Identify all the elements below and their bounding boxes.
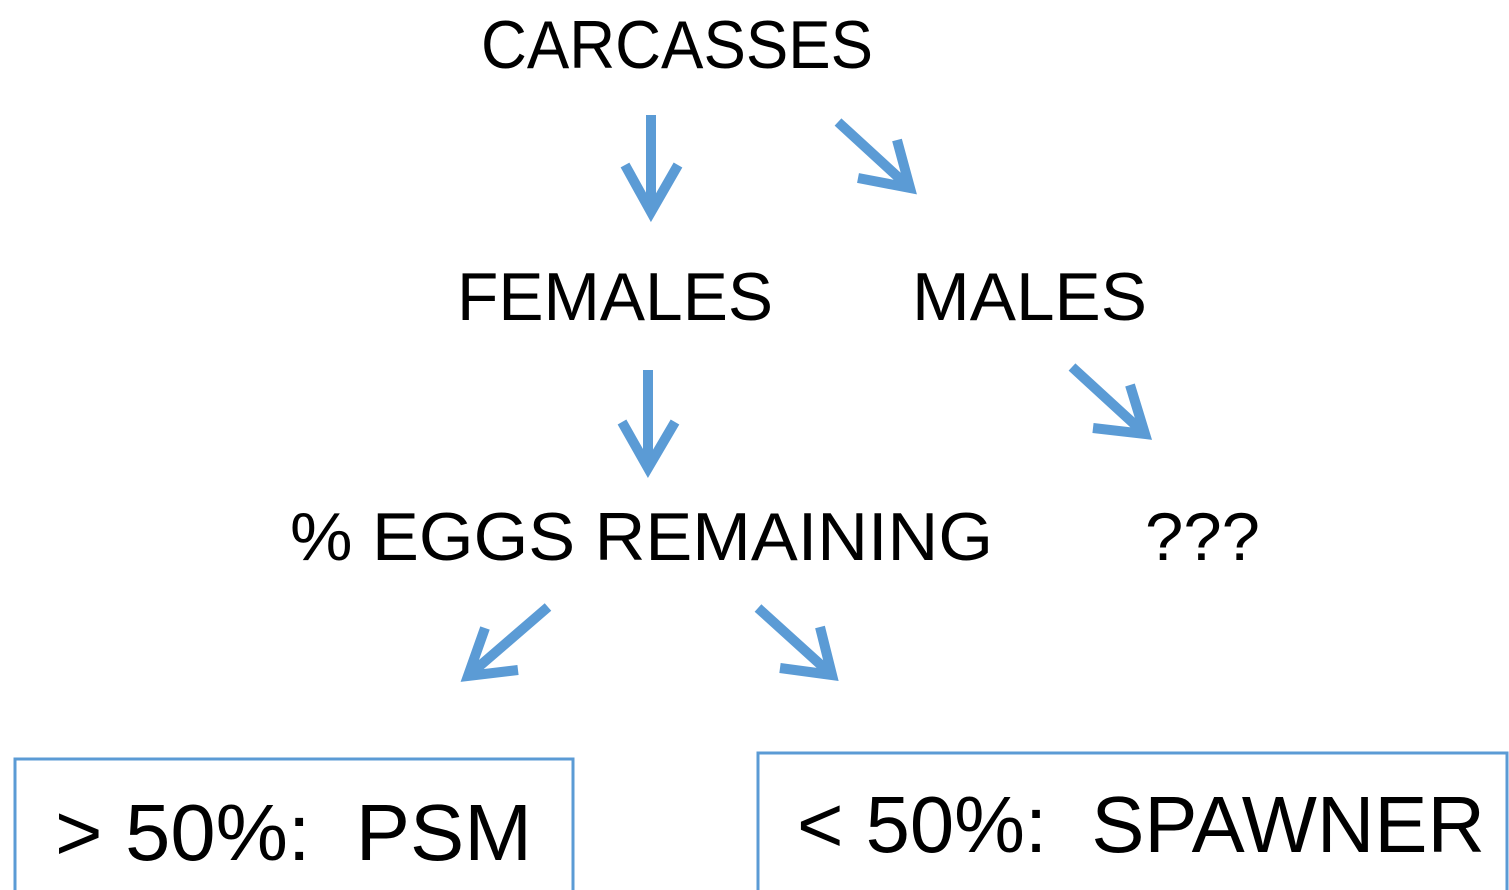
arrow [460, 603, 552, 682]
result-box [756, 751, 1509, 890]
node-label: ??? [1145, 499, 1260, 575]
arrow [620, 115, 683, 223]
node-label: FEMALES [457, 259, 773, 335]
result-box [13, 757, 575, 890]
node-label: % EGGS REMAINING [290, 499, 993, 575]
arrow [754, 604, 839, 681]
result-label: < 50%: SPAWNER [797, 780, 1485, 869]
arrow [617, 370, 680, 479]
result-label: > 50%: PSM [55, 788, 532, 877]
arrow [834, 118, 917, 195]
node-label: MALES [912, 259, 1147, 335]
node-label: CARCASSES [481, 7, 873, 83]
arrow [1068, 363, 1153, 440]
